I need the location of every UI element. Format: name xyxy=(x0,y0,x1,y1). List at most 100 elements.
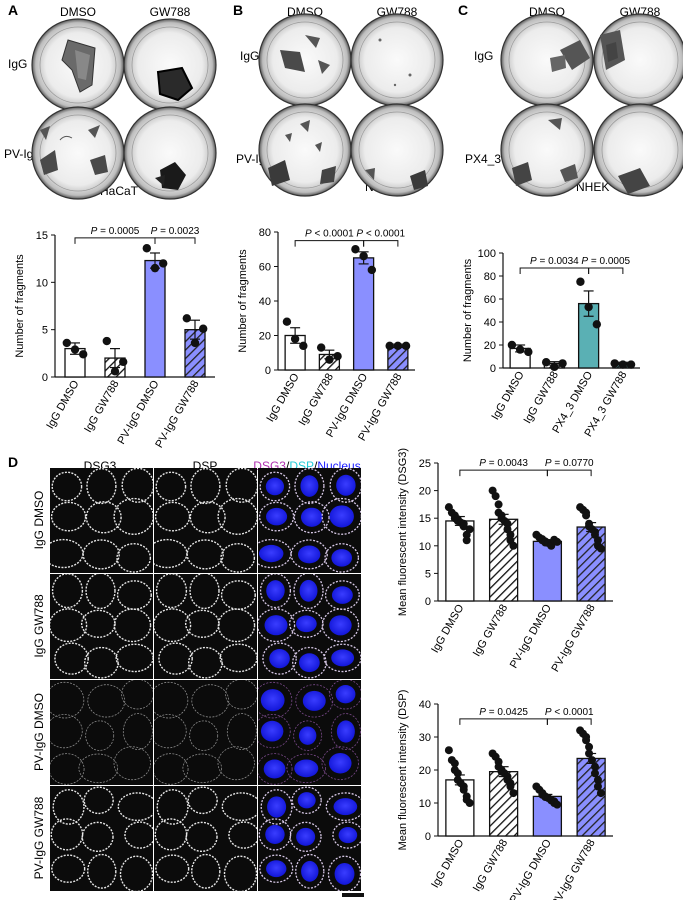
panel-d-row-pvigg-gw788: PV-IgG GW788 xyxy=(32,796,46,879)
data-point xyxy=(509,541,518,550)
well-plate-photo xyxy=(500,103,594,197)
confocal-micrograph xyxy=(50,574,153,679)
confocal-micrograph xyxy=(258,468,361,573)
significance-bracket xyxy=(519,267,590,274)
significance-bracket xyxy=(459,718,548,725)
y-axis-label: Number of fragments xyxy=(462,258,474,362)
well-plate-photo xyxy=(593,103,683,197)
data-point xyxy=(385,341,394,351)
well-plate-photo xyxy=(350,13,444,107)
p-value-label: P < 0.0001 xyxy=(545,707,594,718)
data-point xyxy=(618,360,628,369)
y-tick-label: 0 xyxy=(425,831,431,843)
data-point xyxy=(593,782,602,791)
y-tick-label: 40 xyxy=(419,699,431,711)
data-point xyxy=(199,324,208,333)
data-point xyxy=(610,359,619,368)
data-point xyxy=(351,245,360,254)
data-point xyxy=(588,756,597,765)
data-point xyxy=(506,782,515,791)
confocal-micrograph xyxy=(50,680,153,785)
x-tick-label: PV-IgG GW788 xyxy=(549,838,597,900)
panel-a-row-igg: IgG xyxy=(8,57,27,71)
x-tick-label: IgG GW788 xyxy=(471,838,510,894)
bar xyxy=(488,518,519,602)
data-point xyxy=(626,360,636,369)
data-point xyxy=(550,362,559,372)
x-tick-label: IgG GW788 xyxy=(471,603,510,659)
chart-d-dsg3-intensity: 0 5 10 15 20 25 Mean fluorescent intensity (DS… xyxy=(397,448,613,674)
data-point xyxy=(465,525,474,534)
p-value-label: P < 0.0001 xyxy=(305,229,354,240)
p-value-label: P = 0.0034 xyxy=(530,256,579,267)
data-point xyxy=(592,320,602,329)
y-tick-label: 15 xyxy=(36,230,48,242)
significance-bracket xyxy=(588,267,624,274)
data-point xyxy=(450,759,459,768)
data-point xyxy=(541,358,551,367)
panel-letter-a: A xyxy=(8,2,18,18)
data-point xyxy=(590,762,599,771)
y-tick-label: 10 xyxy=(419,541,431,553)
data-point xyxy=(182,314,191,323)
scale-bar xyxy=(342,893,364,897)
data-point xyxy=(299,341,308,351)
data-point xyxy=(585,749,594,758)
confocal-micrograph xyxy=(154,574,257,679)
bar xyxy=(352,257,375,371)
y-tick-label: 0 xyxy=(490,363,496,375)
x-tick-label: IgG DMSO xyxy=(264,371,302,424)
chart-b-fragments: 0 20 40 60 80 Number of fragments IgG DMSOIgG … xyxy=(237,227,415,443)
y-tick-label: 40 xyxy=(259,296,271,308)
data-point xyxy=(459,785,468,794)
y-axis-label: Number of fragments xyxy=(14,254,26,358)
panel-c-cell-line: NHEK xyxy=(576,180,609,194)
data-point xyxy=(596,544,605,553)
y-tick-label: 20 xyxy=(419,486,431,498)
panel-letter-d: D xyxy=(8,454,18,470)
y-tick-label: 5 xyxy=(42,325,48,337)
y-tick-label: 100 xyxy=(478,248,496,260)
bar xyxy=(576,757,606,837)
confocal-micrograph xyxy=(258,786,361,891)
p-value-label: P = 0.0043 xyxy=(479,458,528,469)
y-tick-label: 60 xyxy=(484,294,496,306)
data-point xyxy=(150,263,160,273)
data-point xyxy=(367,265,377,275)
chart-d-dsp-intensity: 0 10 20 30 40 Mean fluorescent intensity (DSP… xyxy=(397,690,613,900)
x-tick-label: IgG DMSO xyxy=(489,369,527,422)
data-point xyxy=(70,345,80,354)
chart-a-fragments: 0 5 10 15 Number of fragments IgG DMSO IgG GW7… xyxy=(14,226,215,450)
data-point xyxy=(558,359,567,368)
p-value-label: P = 0.0023 xyxy=(151,226,200,237)
x-tick-label: PV-IgG GW788 xyxy=(153,379,201,451)
data-point xyxy=(62,338,71,348)
data-point xyxy=(553,800,562,809)
p-value-label: P = 0.0005 xyxy=(91,226,140,237)
panel-c-row-px43: PX4_3 xyxy=(465,152,501,166)
y-tick-label: 10 xyxy=(419,798,431,810)
bar xyxy=(144,259,166,378)
x-tick-label: IgG DMSO xyxy=(429,837,467,890)
y-tick-label: 80 xyxy=(259,227,271,239)
well-plate-photo xyxy=(500,13,594,107)
p-value-label: P = 0.0770 xyxy=(545,458,594,469)
merge-label-sep1: / xyxy=(286,459,290,473)
x-tick-label: IgG GW788 xyxy=(297,372,336,428)
y-tick-label: 20 xyxy=(259,331,271,343)
data-point xyxy=(585,742,594,751)
confocal-micrograph xyxy=(50,786,153,891)
well-plate-photo xyxy=(31,106,125,200)
x-tick-label: IgG DMSO xyxy=(44,378,82,431)
data-point xyxy=(582,736,591,745)
data-point xyxy=(282,317,292,326)
x-tick-label: PV-IgG GW788 xyxy=(549,603,597,675)
data-point xyxy=(494,500,503,509)
well-plate-photo xyxy=(350,103,444,197)
data-point xyxy=(515,345,525,354)
x-tick-label: PV-IgG DMSO xyxy=(508,837,554,900)
significance-bracket xyxy=(546,469,592,477)
data-point xyxy=(142,244,151,253)
panel-a-cell-line: HaCaT xyxy=(100,184,139,198)
